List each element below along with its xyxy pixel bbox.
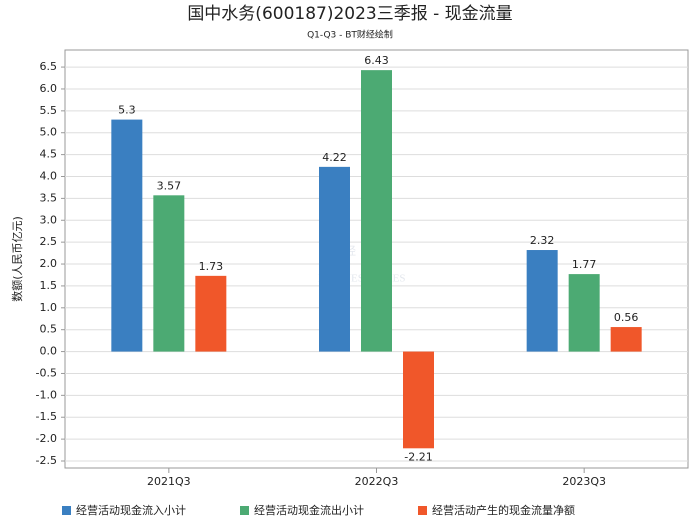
x-tick-label: 2023Q3 [562, 475, 606, 488]
x-tick-label: 2021Q3 [147, 475, 191, 488]
y-tick-label: -0.5 [36, 366, 57, 379]
y-tick-label: 6.5 [40, 60, 58, 73]
data-label: -2.21 [404, 450, 432, 463]
data-label: 1.77 [572, 258, 597, 271]
y-tick-label: 1.5 [40, 279, 58, 292]
y-tick-label: 0.0 [40, 345, 58, 358]
legend-label: 经营活动产生的现金流量净额 [432, 503, 575, 517]
bar [568, 274, 600, 352]
legend-label: 经营活动现金流入小计 [76, 503, 186, 517]
legend-swatch [418, 506, 427, 515]
y-tick-label: 5.0 [40, 126, 58, 139]
y-tick-label: 6.0 [40, 82, 58, 95]
data-label: 2.32 [530, 234, 555, 247]
bar [526, 250, 558, 352]
data-label: 4.22 [322, 151, 347, 164]
legend-label: 经营活动现金流出小计 [254, 503, 364, 517]
y-tick-label: -1.5 [36, 410, 57, 423]
bar [195, 275, 227, 352]
bar [319, 166, 350, 352]
data-label: 0.56 [614, 311, 639, 324]
bar [610, 327, 642, 352]
y-tick-label: 4.5 [40, 148, 58, 161]
y-axis-label: 数额(人民币亿元) [11, 216, 24, 302]
data-label: 5.3 [118, 104, 136, 117]
y-tick-label: 0.5 [40, 323, 58, 336]
chart-title: 国中水务(600187)2023三季报 - 现金流量 [187, 4, 512, 24]
y-tick-label: -2.5 [36, 454, 57, 467]
y-tick-label: 1.0 [40, 301, 58, 314]
data-label: 6.43 [364, 54, 389, 67]
data-label: 3.57 [157, 179, 182, 192]
y-tick-label: 3.5 [40, 191, 58, 204]
data-label: 1.73 [199, 260, 224, 273]
y-tick-label: -1.0 [36, 388, 57, 401]
x-tick-label: 2022Q3 [355, 475, 399, 488]
bar [111, 119, 143, 352]
bar [361, 70, 392, 352]
y-tick-label: 2.0 [40, 257, 58, 270]
chart-subtitle: Q1-Q3 - BT财经绘制 [307, 29, 393, 41]
y-tick-label: 4.0 [40, 169, 58, 182]
bar [153, 195, 185, 352]
y-tick-label: 5.5 [40, 104, 58, 117]
y-tick-label: 2.5 [40, 235, 58, 248]
y-tick-label: 3.0 [40, 213, 58, 226]
legend-swatch [62, 506, 71, 515]
bar [403, 351, 434, 449]
y-tick-label: -2.0 [36, 432, 57, 445]
legend-swatch [240, 506, 249, 515]
